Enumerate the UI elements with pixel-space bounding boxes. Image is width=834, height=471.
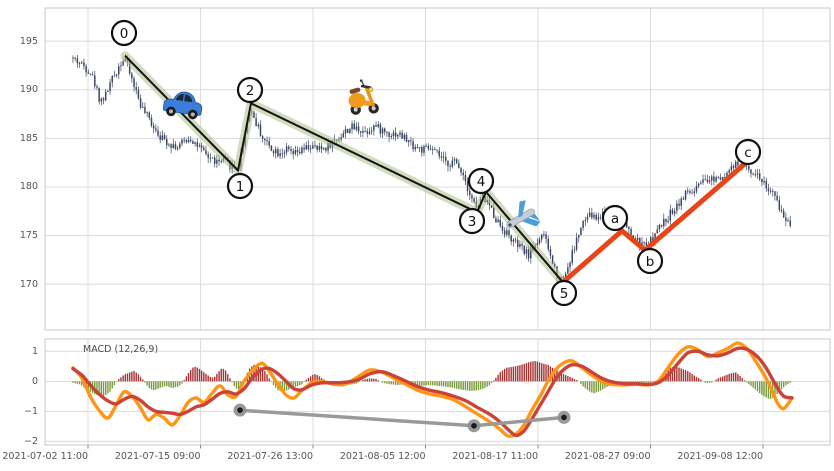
correction-wave-line — [560, 162, 747, 285]
price-axis-tick-label: 185 — [19, 132, 38, 144]
impulse-wave-line — [124, 54, 564, 283]
svg-text:a: a — [611, 211, 619, 227]
x-axis-tick-label: 2021-08-17 11:00 — [452, 451, 538, 462]
wave-label-a: a — [601, 204, 629, 232]
macd-signal-line — [71, 346, 794, 438]
wave-label-c: c — [734, 138, 762, 166]
x-axis-tick-label: 2021-08-05 12:00 — [339, 451, 426, 462]
airplane-emoji — [506, 200, 541, 229]
macd-lines — [71, 341, 794, 438]
wave-labels: 0 1 2 3 4 5 a b c — [110, 19, 762, 307]
scooter-emoji — [348, 79, 379, 115]
car-emoji — [162, 91, 203, 120]
price-axis-tick-label: 195 — [19, 35, 38, 47]
x-axis-tick-label: 2021-07-26 13:00 — [227, 451, 313, 462]
wave-label-1: 1 — [226, 172, 254, 200]
svg-text:0: 0 — [120, 26, 129, 42]
macd-trendline — [233, 403, 571, 433]
x-axis-tick-label: 2021-07-02 11:00 — [2, 451, 88, 462]
svg-text:4: 4 — [477, 174, 486, 190]
macd-indicator-label: MACD (12,26,9) — [83, 344, 159, 355]
wave-label-5: 5 — [550, 279, 578, 307]
svg-text:b: b — [646, 254, 655, 270]
price-axis-tick-label: 190 — [19, 84, 38, 96]
wave-label-4: 4 — [467, 167, 495, 195]
x-axis-tick-label: 2021-07-15 09:00 — [114, 451, 201, 462]
svg-text:c: c — [744, 145, 751, 161]
svg-text:2: 2 — [246, 83, 255, 99]
price-axis-tick-label: 170 — [19, 278, 38, 290]
wave-label-2: 2 — [236, 76, 264, 104]
macd-axis-tick-label: 1 — [31, 345, 38, 357]
candlestick-series — [72, 54, 791, 283]
trendline-marker — [233, 403, 247, 417]
macd-axis-tick-label: −1 — [23, 405, 38, 417]
trendline-marker — [467, 419, 481, 433]
svg-text:1: 1 — [236, 179, 245, 195]
trendline-marker — [557, 410, 571, 424]
svg-text:3: 3 — [468, 214, 477, 230]
price-axis-tick-label: 175 — [19, 230, 38, 242]
x-axis-tick-label: 2021-09-08 12:00 — [677, 451, 763, 462]
macd-line — [71, 341, 794, 438]
macd-axis-tick-label: −2 — [23, 435, 38, 447]
wave-emoji-annotations — [162, 79, 541, 229]
macd-axis-tick-label: 0 — [31, 375, 38, 387]
elliott-wave-lines — [120, 51, 747, 287]
svg-text:5: 5 — [560, 286, 569, 302]
x-axis-tick-label: 2021-08-27 09:00 — [564, 451, 651, 462]
wave-label-3: 3 — [458, 207, 486, 235]
price-axis-tick-label: 180 — [19, 181, 38, 193]
wave-label-b: b — [636, 247, 664, 275]
wave-label-0: 0 — [110, 19, 138, 47]
